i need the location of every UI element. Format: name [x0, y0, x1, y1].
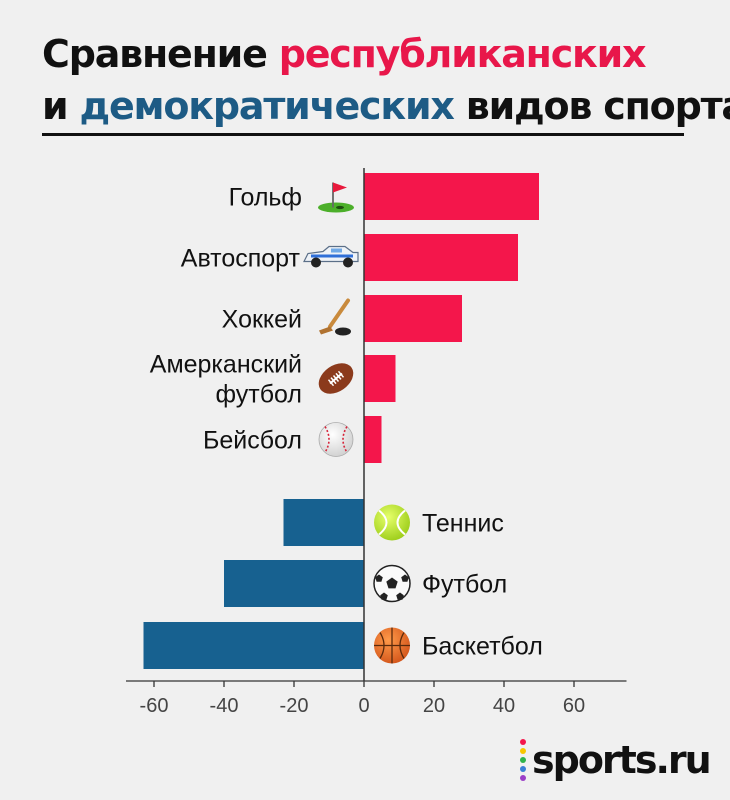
category-label: Хоккей — [222, 306, 302, 334]
bar-2 — [364, 234, 518, 281]
title-line-2: и демократических видов спорта — [42, 80, 730, 132]
x-tick-label: -60 — [140, 695, 169, 717]
title-line-1: Сравнение республиканских — [42, 28, 702, 80]
category-label: Теннис — [422, 510, 504, 538]
sports-ru-logo: sports.ru — [520, 738, 712, 782]
title-rule — [42, 133, 684, 136]
bar-3 — [364, 295, 462, 342]
x-tick-label: 60 — [563, 695, 585, 717]
baseball-icon — [318, 422, 354, 457]
bar-8 — [143, 622, 364, 669]
logo-dot — [520, 757, 526, 763]
hockey-stick-icon — [319, 298, 351, 336]
tennis-ball-icon — [374, 504, 410, 541]
category-label: Футбол — [422, 571, 507, 599]
category-label: Автоспорт — [181, 245, 301, 273]
title-highlight-republican: республиканских — [278, 32, 647, 76]
bar-1 — [364, 173, 539, 220]
x-tick-label: -40 — [210, 695, 239, 717]
logo-dot — [520, 775, 526, 781]
logo-dots-icon — [520, 739, 526, 781]
bar-5 — [364, 416, 382, 463]
title-text: видов спорта — [453, 84, 730, 128]
title-highlight-democratic: демократических — [79, 84, 454, 128]
chart-title: Сравнение республиканских и демократичес… — [42, 28, 730, 132]
x-tick-label: 0 — [358, 695, 369, 717]
logo-dot — [520, 739, 526, 745]
x-tick-label: 20 — [423, 695, 445, 717]
logo-dot — [520, 748, 526, 754]
category-label: Гольф — [229, 184, 302, 212]
category-label: Бейсбол — [203, 427, 302, 455]
basketball-icon — [374, 627, 410, 664]
x-tick-label: 40 — [493, 695, 515, 717]
logo-text: sports.ru — [532, 738, 712, 782]
soccer-ball-icon — [373, 564, 411, 603]
category-label: Амерканский — [150, 351, 302, 379]
x-tick-label: -20 — [280, 695, 309, 717]
bar-6 — [283, 499, 364, 546]
race-car-icon — [303, 245, 359, 268]
american-football-icon — [318, 363, 354, 394]
title-text: и — [42, 84, 80, 128]
title-text: Сравнение — [42, 32, 279, 76]
category-label: Баскетбол — [422, 633, 543, 661]
golf-flag-icon — [318, 182, 354, 213]
category-label: футбол — [216, 381, 303, 409]
logo-dot — [520, 766, 526, 772]
bar-7 — [224, 560, 364, 607]
bar-4 — [364, 355, 396, 402]
